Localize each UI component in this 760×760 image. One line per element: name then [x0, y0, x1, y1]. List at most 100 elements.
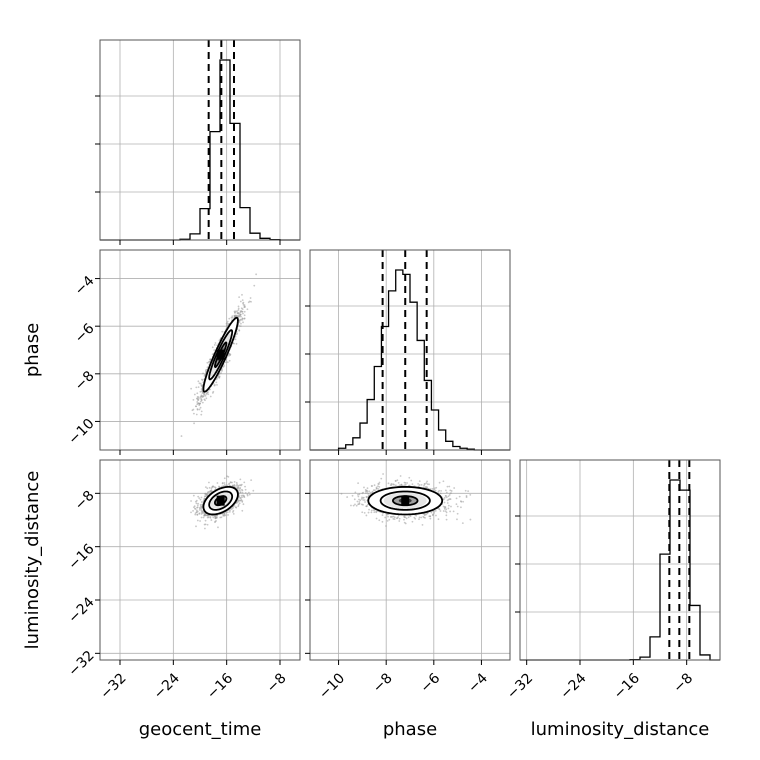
- sample-point: [226, 475, 228, 478]
- sample-point: [244, 485, 246, 488]
- sample-point: [403, 518, 405, 521]
- sample-point: [195, 502, 198, 505]
- sample-point: [450, 490, 453, 492]
- sample-point: [203, 527, 206, 530]
- sample-point: [255, 273, 258, 276]
- sample-point: [196, 401, 199, 403]
- panel-geocent-time-hist: [100, 40, 300, 240]
- sample-point: [444, 489, 447, 492]
- sample-point: [213, 384, 216, 387]
- sample-point: [192, 398, 195, 401]
- sample-point: [449, 510, 452, 513]
- sample-point: [425, 485, 428, 488]
- sample-point: [238, 484, 241, 487]
- sample-point: [217, 526, 219, 529]
- sample-point: [408, 476, 411, 479]
- sample-point: [192, 412, 195, 415]
- sample-point: [192, 408, 195, 411]
- sample-point: [400, 484, 402, 487]
- sample-point: [205, 368, 208, 371]
- sample-point: [200, 509, 203, 512]
- sample-point: [211, 346, 214, 349]
- sample-point: [420, 483, 423, 486]
- sample-point: [235, 342, 238, 345]
- sample-point: [390, 516, 393, 518]
- sample-point: [239, 313, 242, 316]
- sample-point: [388, 518, 391, 521]
- sample-point: [370, 511, 373, 514]
- sample-point: [424, 482, 426, 485]
- sample-point: [355, 504, 358, 507]
- sample-point: [365, 505, 368, 508]
- sample-point: [394, 479, 397, 482]
- sample-point: [233, 504, 236, 507]
- sample-point: [200, 501, 203, 503]
- sample-point: [225, 324, 228, 327]
- sample-point: [404, 483, 407, 486]
- sample-point: [203, 393, 206, 396]
- sample-point: [411, 483, 414, 486]
- sample-point: [360, 498, 363, 500]
- sample-point: [242, 321, 244, 324]
- sample-point: [363, 511, 366, 514]
- sample-point: [226, 320, 229, 323]
- panel-content: [190, 475, 255, 530]
- sample-point: [216, 514, 218, 517]
- sample-point: [240, 483, 243, 486]
- sample-point: [403, 521, 406, 524]
- sample-point: [198, 402, 201, 405]
- histogram-luminosity-distance: [520, 479, 720, 661]
- sample-point: [243, 317, 246, 320]
- sample-point: [239, 310, 242, 313]
- sample-point: [231, 316, 234, 319]
- sample-point: [196, 397, 198, 400]
- sample-point: [215, 378, 218, 381]
- sample-point: [387, 515, 389, 518]
- sample-point: [196, 392, 199, 395]
- sample-point: [229, 509, 231, 512]
- panel-background: [100, 460, 300, 660]
- sample-point: [212, 516, 215, 519]
- sample-point: [378, 486, 381, 488]
- sample-point: [197, 495, 200, 498]
- sample-point: [199, 503, 202, 506]
- contour-2: [379, 490, 431, 511]
- sample-point: [446, 502, 449, 504]
- sample-point: [207, 391, 209, 394]
- contour-1: [392, 495, 419, 507]
- sample-point: [238, 502, 241, 505]
- sample-point: [411, 520, 414, 523]
- sample-point: [196, 519, 199, 522]
- sample-point: [375, 511, 378, 514]
- sample-point: [218, 376, 221, 379]
- sample-point: [235, 484, 238, 487]
- sample-point: [418, 484, 421, 486]
- sample-point: [386, 519, 389, 522]
- sample-point: [366, 487, 369, 490]
- sample-point: [375, 487, 378, 490]
- sample-point: [212, 390, 215, 393]
- sample-point: [391, 515, 394, 518]
- sample-point: [223, 364, 226, 367]
- sample-point: [200, 394, 203, 397]
- sample-point: [461, 522, 464, 525]
- sample-point: [226, 361, 229, 364]
- ylabel-phase: phase: [22, 323, 43, 377]
- sample-point: [200, 413, 203, 416]
- sample-point: [229, 353, 232, 356]
- sample-point: [247, 491, 250, 494]
- sample-point: [442, 510, 445, 512]
- sample-point: [240, 488, 243, 491]
- sample-point: [460, 500, 463, 503]
- sample-point: [236, 312, 239, 315]
- panel-geocent-time-luminosity-distance: [100, 460, 300, 660]
- sample-point: [422, 515, 425, 518]
- sample-point: [192, 494, 195, 497]
- sample-point: [215, 520, 217, 522]
- sample-point: [433, 487, 436, 490]
- sample-point: [433, 511, 436, 514]
- sample-point: [353, 498, 356, 501]
- sample-point: [360, 503, 363, 506]
- sample-point: [204, 486, 207, 489]
- sample-point: [200, 508, 203, 510]
